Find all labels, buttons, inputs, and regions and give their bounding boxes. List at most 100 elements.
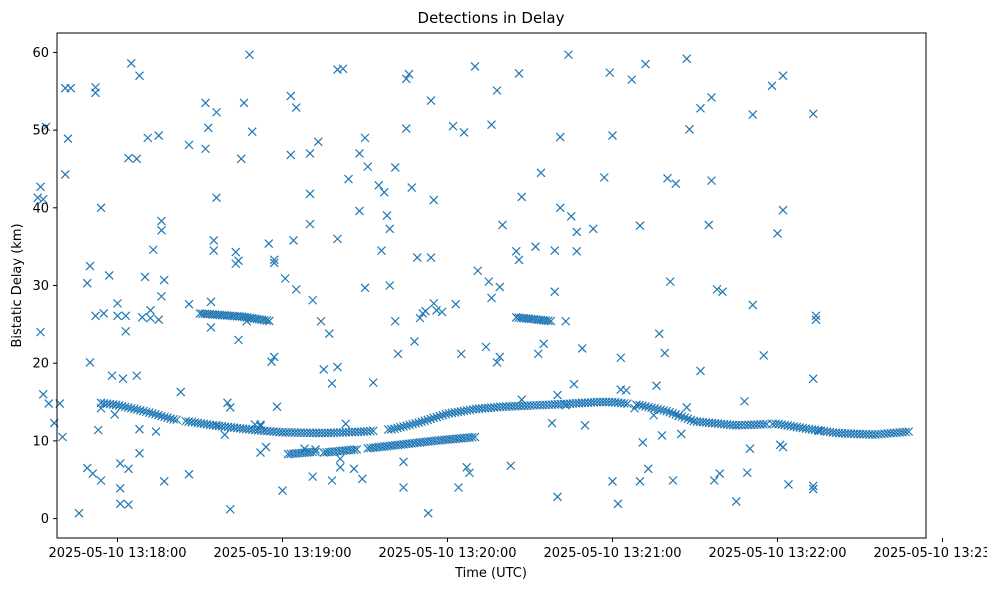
detection-point [115,483,125,493]
detection-point [401,124,411,133]
detection-point [696,103,705,113]
detection-point [415,313,425,323]
detection-point [608,131,617,140]
detection-point [220,430,230,440]
detection-point [82,278,92,288]
detection-point [225,504,235,514]
detection-point [740,396,749,406]
detection-point [605,68,615,78]
detection-point [269,258,279,268]
detection-point [393,349,403,359]
detection-point [124,153,133,163]
detection-point [498,220,507,230]
detection-point [154,315,164,325]
detection-point [267,357,276,367]
detection-point [401,74,411,84]
detection-point [465,468,474,478]
detection-point [572,246,582,256]
detection-point [654,329,664,339]
y-axis-label: Bistatic Delay (km) [10,223,25,347]
detection-point [357,474,367,484]
detection-point [390,162,400,172]
detection-point [154,410,163,420]
detection-point [677,412,687,422]
detection-point [555,203,565,213]
detection-point [333,362,342,372]
x-tick-label: 2025-05-10 13:21:00 [543,546,681,561]
detection-point [38,389,48,399]
detection-point [256,420,265,429]
detection-point [110,410,120,419]
detection-point [421,306,430,316]
detection-point [137,312,147,322]
detection-point [60,169,70,179]
detection-point [209,236,219,245]
detection-point [517,395,527,405]
detection-point [33,193,43,203]
detection-point [143,133,153,143]
detection-point [368,426,378,436]
detection-point [429,413,439,423]
detection-point [550,246,560,255]
detection-point [588,224,598,234]
detection-point [44,399,54,409]
detection-point [300,444,309,454]
x-axis: 2025-05-10 13:18:00 2025-05-10 13:19:00 20… [48,538,987,561]
detection-point [308,472,318,482]
detection-point [99,309,109,318]
y-axis: 0 10 20 30 40 50 60 [32,46,57,527]
detection-point [492,86,502,95]
detection-point [41,122,51,132]
detection-point [148,409,157,418]
detection-point [682,403,692,412]
detection-point [264,239,274,248]
detection-point [462,462,472,472]
detection-point [429,195,439,205]
detection-point [206,297,216,307]
detection-point [352,445,362,454]
detection-point [668,408,678,418]
detection-point [349,445,359,455]
detection-point [159,275,169,285]
detection-point [36,182,45,192]
detection-point [420,416,430,426]
detection-point [553,492,562,502]
detection-point [638,438,648,447]
detection-point [712,284,722,294]
detection-point [124,500,133,510]
detection-point [305,219,315,229]
detection-point [160,412,169,422]
detection-point [264,316,274,326]
detection-point [649,410,659,420]
detection-point [289,236,298,245]
detection-point [414,418,424,428]
detection-point [333,234,342,244]
detection-point [564,50,573,60]
detection-point [635,221,645,231]
detection-point [778,442,788,452]
detection-point [630,403,639,413]
detection-point [363,162,373,172]
detection-point [481,342,491,352]
y-tick-label: 30 [32,279,49,294]
detection-point [438,410,448,420]
detection-point [360,133,370,143]
detection-point [36,327,45,337]
detection-point [904,427,914,437]
detection-point [93,425,103,435]
detection-point [426,96,436,106]
detection-point [74,508,84,518]
detection-point [154,131,164,140]
detection-point [561,400,571,410]
detection-point [313,137,323,147]
detection-point [223,398,232,408]
detection-point [135,424,144,434]
detection-point [135,71,144,81]
detection-point [683,414,693,424]
detection-point [121,311,131,321]
detection-point [96,476,106,485]
detection-point [411,418,421,428]
detection-point [759,419,768,429]
detection-point [404,69,414,79]
